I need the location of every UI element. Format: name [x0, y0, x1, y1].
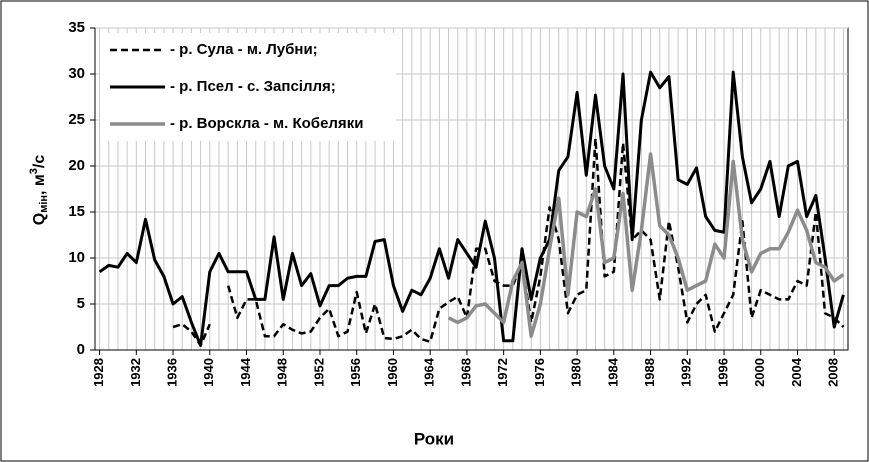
y-label-part: 3 — [28, 168, 40, 174]
x-tick-label: 1928 — [91, 358, 106, 387]
x-tick-label: 1956 — [348, 358, 363, 387]
legend-label: - р. Ворскла - м. Кобеляки — [170, 115, 363, 132]
x-tick-label: 1932 — [128, 358, 143, 387]
legend: - р. Сула - м. Лубни; - р. Псел - с. Запс… — [100, 33, 396, 141]
x-tick-label: 2004 — [789, 357, 804, 387]
y-tick-label: 0 — [77, 341, 85, 358]
y-tick-label: 20 — [68, 157, 85, 174]
series-line — [98, 70, 845, 347]
y-tick-label: 5 — [77, 295, 85, 312]
x-tick-label: 1948 — [275, 358, 290, 387]
lines — [98, 70, 845, 347]
x-tick-label: 1964 — [422, 357, 437, 387]
x-tick-label: 1980 — [569, 358, 584, 387]
series-line — [172, 322, 211, 347]
x-tick-label: 1944 — [238, 357, 253, 387]
y-label-part: , м — [31, 174, 48, 195]
x-tick-label: 1972 — [495, 358, 510, 387]
y-tick-label: 30 — [68, 65, 85, 82]
series-line — [226, 137, 845, 343]
x-tick-label: 2000 — [752, 358, 767, 387]
y-label-part: Q — [31, 213, 48, 225]
x-tick-label: 1936 — [164, 358, 179, 387]
x-tick-label: 1940 — [201, 358, 216, 387]
y-tick-label: 35 — [68, 19, 85, 36]
series-line — [447, 152, 845, 338]
x-tick-label: 1992 — [679, 358, 694, 387]
x-tick-label: 1960 — [385, 358, 400, 387]
y-label-part: /с — [31, 155, 48, 168]
x-tick-label: 1968 — [458, 358, 473, 387]
y-tick-label: 10 — [68, 249, 85, 266]
y-tick-label: 15 — [68, 203, 85, 220]
x-tick-label: 1988 — [642, 358, 657, 387]
x-axis-label: Роки — [414, 429, 454, 448]
x-tick-label: 2008 — [826, 358, 841, 387]
y-tick-label: 25 — [68, 111, 85, 128]
x-tick-label: 1984 — [605, 357, 620, 387]
y-axis-label: Qмін, м3/с — [28, 155, 50, 226]
legend-label: - р. Псел - с. Запсілля; — [170, 78, 336, 95]
x-tick-label: 1996 — [715, 358, 730, 387]
x-tick-label: 1976 — [532, 358, 547, 387]
legend-label: - р. Сула - м. Лубни; — [170, 41, 318, 58]
y-label-part: мін — [38, 195, 50, 213]
x-tick-label: 1952 — [311, 358, 326, 387]
